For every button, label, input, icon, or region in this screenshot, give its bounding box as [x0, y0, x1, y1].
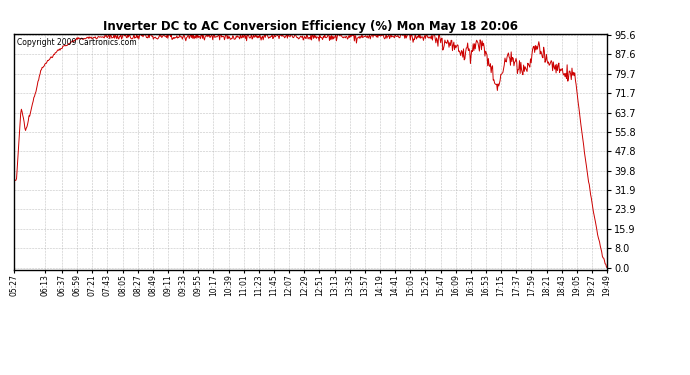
Title: Inverter DC to AC Conversion Efficiency (%) Mon May 18 20:06: Inverter DC to AC Conversion Efficiency …	[103, 20, 518, 33]
Text: Copyright 2009 Cartronics.com: Copyright 2009 Cartronics.com	[17, 39, 137, 48]
